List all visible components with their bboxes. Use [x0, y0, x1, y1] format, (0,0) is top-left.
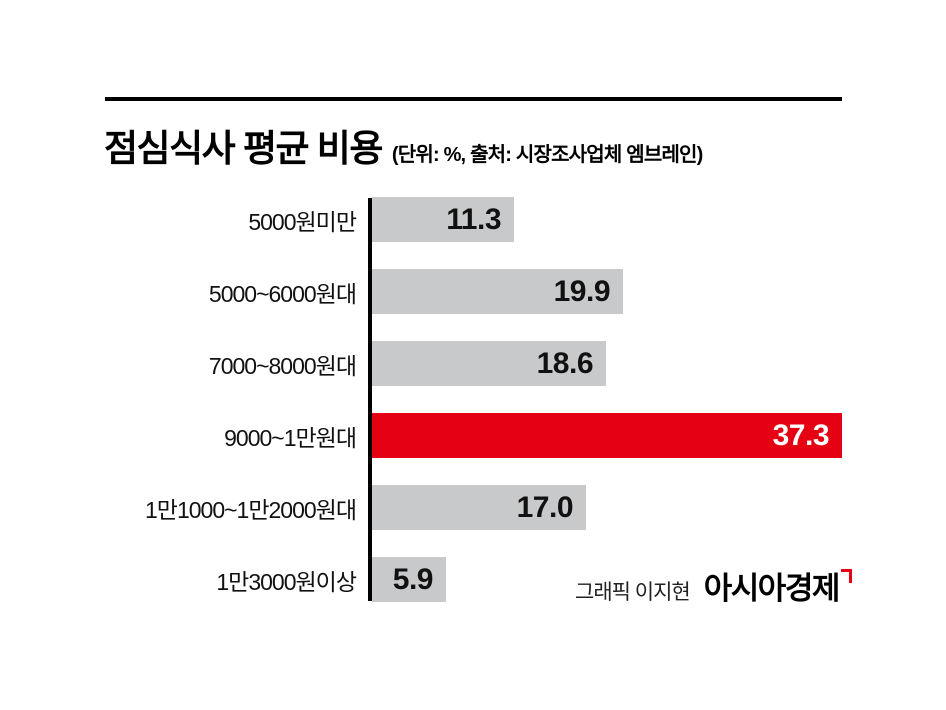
credit-text: 그래픽 이지현 [575, 581, 691, 604]
category-label: 1만1000~1만2000원대 [145, 496, 357, 523]
horizontal-bar-chart: 5000원미만 11.3 5000~6000원대 19.9 7000~8000원대 18.… [105, 197, 845, 602]
category-label: 1만3000원이상 [216, 568, 357, 595]
bar-area: 5.9 [368, 557, 845, 602]
chart-row: 7000~8000원대 18.6 [105, 341, 845, 386]
bar-area: 11.3 [368, 197, 845, 242]
value-label: 18.6 [536, 346, 594, 380]
bar-area: 18.6 [368, 341, 845, 386]
category-label: 5000~6000원대 [208, 280, 357, 307]
brand-mark-icon [840, 569, 852, 583]
category-label: 7000~8000원대 [208, 352, 357, 379]
value-label: 37.3 [772, 418, 830, 452]
bar-area: 17.0 [368, 485, 845, 530]
chart-row: 5000원미만 11.3 [105, 197, 845, 242]
bar-highlighted: 37.3 [372, 413, 842, 458]
value-label: 11.3 [446, 202, 501, 236]
chart-row: 5000~6000원대 19.9 [105, 269, 845, 314]
bar: 18.6 [372, 341, 606, 386]
category-label: 5000원미만 [248, 208, 357, 235]
brand-text: 아시아경제 [703, 571, 841, 606]
bar: 19.9 [372, 269, 623, 314]
value-label: 19.9 [553, 274, 611, 308]
footer-credit: 그래픽 이지현 아시아경제 [575, 563, 852, 608]
bar: 11.3 [372, 197, 514, 242]
bar: 5.9 [372, 557, 446, 602]
chart-title: 점심식사 평균 비용 [104, 128, 383, 169]
top-rule-divider [105, 97, 842, 101]
bar: 17.0 [372, 485, 586, 530]
axis-line [368, 198, 372, 601]
category-label: 9000~1만원대 [224, 424, 357, 451]
bar-area: 37.3 [368, 413, 845, 458]
chart-row: 1만3000원이상 5.9 [105, 557, 845, 602]
chart-row: 1만1000~1만2000원대 17.0 [105, 485, 845, 530]
chart-rows: 5000원미만 11.3 5000~6000원대 19.9 7000~8000원대 18.… [105, 197, 845, 602]
chart-subtitle: (단위: %, 출처: 시장조사업체 엠브레인) [391, 144, 703, 166]
value-label: 17.0 [516, 490, 574, 524]
header: 점심식사 평균 비용 (단위: %, 출처: 시장조사업체 엠브레인) [104, 118, 703, 172]
value-label: 5.9 [392, 562, 434, 596]
brand-logo: 아시아경제 [704, 563, 852, 608]
chart-row: 9000~1만원대 37.3 [105, 413, 845, 458]
bar-area: 19.9 [368, 269, 845, 314]
